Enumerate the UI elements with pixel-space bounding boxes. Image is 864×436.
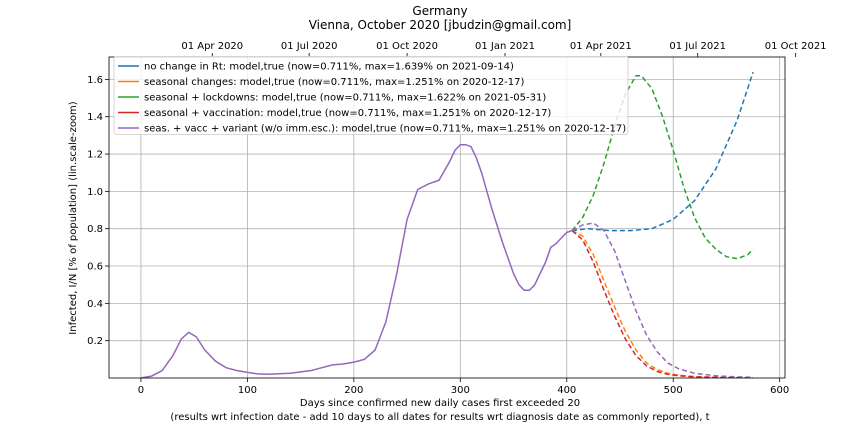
y-axis-ticks: 0.2 0.4 0.6 0.8 1.0 1.2 1.4 1.6 [87, 75, 109, 347]
y-tick-label: 1.0 [87, 187, 103, 198]
legend-box [113, 56, 629, 135]
x-tick-label: 200 [344, 385, 363, 396]
chart-subtitle: Vienna, October 2020 [jbudzin@gmail.com] [309, 18, 572, 32]
x-axis-label: Days since confirmed new daily cases fir… [300, 398, 580, 409]
x-tick-label: 300 [451, 385, 470, 396]
legend-label: seasonal + lockdowns: model,true (now=0.… [144, 93, 546, 104]
y-tick-label: 1.2 [87, 150, 103, 161]
y-tick-label: 0.6 [87, 262, 103, 273]
series-line-model-5 [571, 222, 754, 378]
y-tick-label: 0.2 [87, 336, 103, 347]
y-tick-label: 0.4 [87, 299, 103, 310]
legend-label: seasonal + vaccination: model,true (now=… [144, 108, 551, 119]
top-tick-label: 01 Apr 2021 [570, 41, 632, 52]
x-tick-label: 400 [557, 385, 576, 396]
top-tick-label: 01 Jan 2021 [475, 41, 535, 52]
series-line-model-1 [572, 71, 754, 232]
x-axis-label-note: (results wrt infection date - add 10 day… [170, 412, 709, 423]
legend-label: seasonal changes: model,true (now=0.711%… [144, 77, 524, 88]
series-layer [140, 71, 754, 378]
y-tick-label: 0.8 [87, 224, 103, 235]
x-tick-label: 500 [664, 385, 683, 396]
x-tick-label: 100 [238, 385, 257, 396]
x-tick-label: 0 [138, 385, 144, 396]
legend-label: seas. + vacc + variant (w/o imm.esc.): m… [144, 124, 626, 135]
x-axis-ticks: 0 100 200 300 400 500 600 [138, 378, 789, 396]
y-axis-label: Infected, I/N [% of population] (lin.sca… [68, 101, 79, 334]
top-date-axis-ticks: 01 Apr 2020 01 Jul 2020 01 Oct 2020 01 Jan … [181, 41, 827, 57]
top-tick-label: 01 Oct 2021 [765, 41, 827, 52]
series-line-model-3 [571, 74, 754, 260]
top-tick-label: 01 Jul 2021 [669, 41, 726, 52]
x-tick-label: 600 [770, 385, 789, 396]
legend-label: no change in Rt: model,true (now=0.711%,… [144, 62, 514, 73]
y-tick-label: 1.6 [87, 75, 103, 86]
top-tick-label: 01 Apr 2020 [181, 41, 243, 52]
y-tick-label: 1.4 [87, 112, 103, 123]
series-line-historical [140, 143, 573, 378]
chart-title: Germany [412, 4, 467, 18]
top-tick-label: 01 Oct 2020 [376, 41, 438, 52]
top-tick-label: 01 Jul 2020 [281, 41, 338, 52]
legend: no change in Rt: model,true (now=0.711%,… [113, 56, 629, 135]
series-line-model-4 [571, 230, 754, 378]
